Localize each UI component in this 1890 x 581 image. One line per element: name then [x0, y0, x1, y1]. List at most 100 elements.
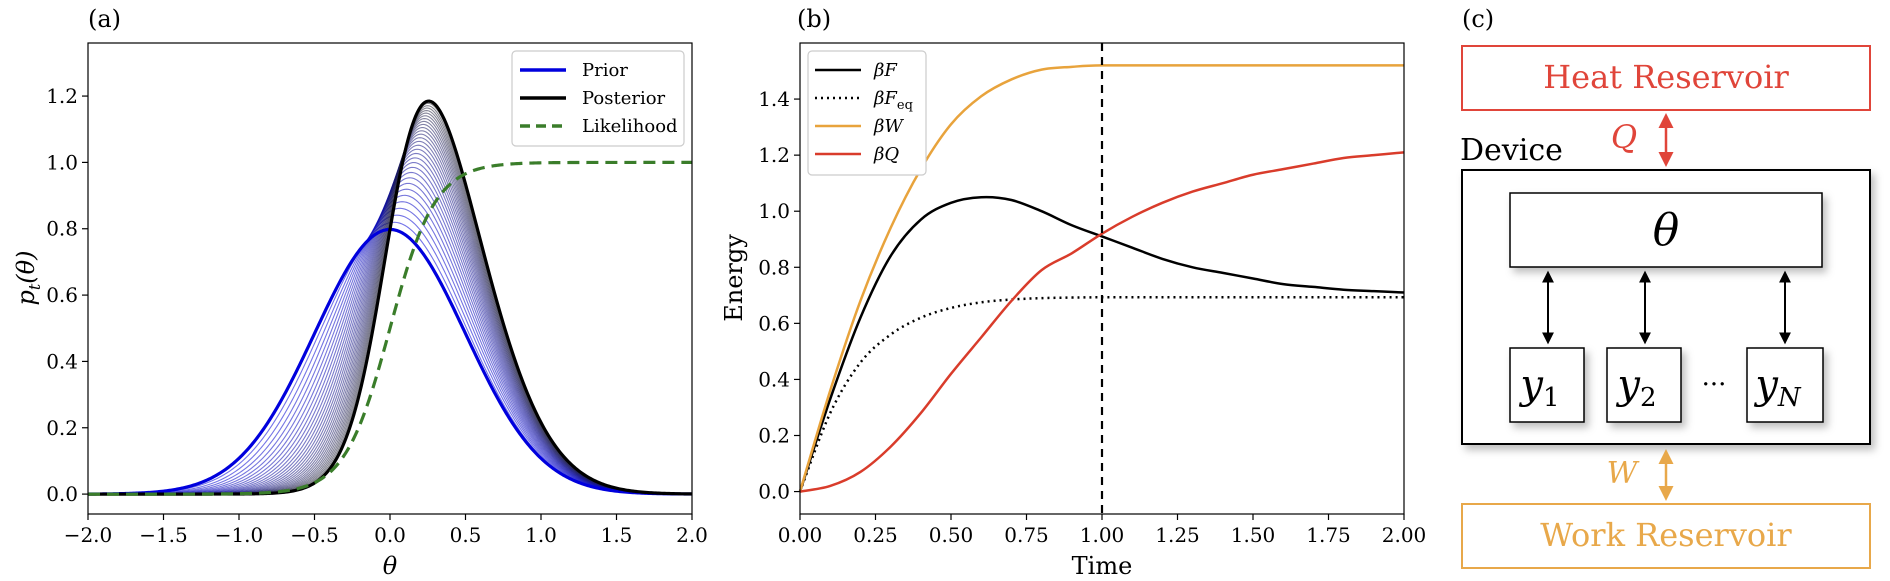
panel-b-curves: [798, 43, 1405, 514]
panel-b-xtick-label: 0.75: [1004, 523, 1049, 547]
panel-a-ytick-label: 0.8: [46, 217, 78, 241]
panel-b-legend: βF βFeq βW βQ: [807, 50, 927, 176]
intermediate-posterior-curve: [88, 133, 693, 495]
likelihood-curve: [88, 160, 692, 496]
heat-reservoir-box: [1461, 45, 1871, 111]
intermediate-posterior-curve: [88, 201, 693, 495]
panel-a-y-label-sub: t: [25, 283, 44, 290]
panel-b-xtick-label: 0.50: [929, 523, 974, 547]
legend-bFeq-main: βF: [873, 88, 898, 109]
theta-box: [1509, 192, 1823, 268]
y2-sub: 2: [1640, 383, 1657, 413]
panel-a-y-label-main: p: [12, 290, 40, 305]
panel-b-ytick-label: 0.8: [758, 255, 790, 279]
panel-a-legend: Prior Posterior Likelihood: [511, 50, 685, 147]
panel-b-xtick-label: 1.25: [1155, 523, 1200, 547]
intermediate-posterior-curve: [88, 109, 693, 495]
y1-main: y: [1518, 362, 1544, 408]
panel-b-xtick-label: 1.75: [1306, 523, 1351, 547]
panel-a-xtick-label: 1.0: [525, 523, 557, 547]
panel-a-posterior-chart: (a) −2.0 −1.5 −1.0 −0.5 0.0 0.5 1.0 1.5 2.0 0.00…: [12, 5, 708, 580]
intermediate-posterior-curve: [87, 214, 693, 495]
intermediate-posterior-curve: [88, 112, 693, 495]
intermediate-posterior-curve: [88, 102, 693, 495]
bQ-curve: [799, 151, 1405, 493]
legend-posterior-label: Posterior: [582, 88, 666, 109]
y2-box: [1606, 347, 1682, 423]
panel-b-ytick-label: 0.0: [758, 480, 790, 504]
intermediate-posterior-curve: [88, 140, 693, 495]
intermediate-posterior-curve: [88, 123, 693, 495]
y2-main: y: [1615, 362, 1641, 408]
work-reservoir-box: [1461, 503, 1871, 569]
y1-box: [1509, 347, 1585, 423]
y1-label: y1: [1518, 362, 1559, 413]
panel-b-ytick-label: 1.4: [758, 87, 790, 111]
panel-a-xtick-label: −1.5: [139, 523, 188, 547]
work-reservoir-label: Work Reservoir: [1540, 516, 1792, 554]
panel-c-diagram: (c) Heat Reservoir Q Device θ y1 y2 ··· …: [1460, 5, 1871, 569]
legend-bFeq-label: βFeq: [873, 88, 913, 113]
posterior-curve: [88, 99, 693, 496]
panel-a-xtick-label: 0.0: [374, 523, 406, 547]
panel-b-x-axis-label: Time: [1072, 552, 1133, 580]
panel-a-label: (a): [88, 5, 121, 33]
panel-a-x-axis-label: θ: [383, 552, 398, 580]
intermediate-posterior-curve: [88, 130, 693, 495]
y2-label: y2: [1615, 362, 1656, 413]
panel-a-y-axis-label: pt(θ): [12, 251, 44, 306]
intermediate-posterior-curve: [88, 207, 693, 495]
legend-likelihood-label: Likelihood: [582, 116, 678, 137]
heat-reservoir-label: Heat Reservoir: [1543, 58, 1789, 96]
panel-a-legend-box: [511, 50, 685, 147]
work-W-label: W: [1607, 456, 1640, 491]
legend-prior-label: Prior: [582, 60, 628, 81]
panel-b-xtick-label: 1.50: [1231, 523, 1276, 547]
yN-sub: N: [1777, 383, 1802, 413]
intermediate-posterior-curve: [88, 107, 693, 495]
panel-a-xtick-label: −2.0: [64, 523, 113, 547]
intermediate-posterior-curve: [88, 120, 693, 495]
heat-Q-label: Q: [1611, 118, 1637, 156]
panel-b-ytick-label: 0.2: [758, 424, 790, 448]
panel-b-xtick-label: 2.00: [1382, 523, 1427, 547]
legend-bF-label: βF: [873, 60, 898, 81]
panel-a-ytick-label: 0.2: [46, 416, 78, 440]
panel-b-label: (b): [797, 5, 831, 33]
intermediate-posterior-curve: [88, 117, 693, 495]
intermediate-posterior-curve: [88, 105, 693, 495]
bW-curve: [798, 64, 1404, 492]
panel-b-xtick-label: 0.00: [778, 523, 823, 547]
panel-a-y-label-rest: (θ): [12, 251, 40, 284]
yN-main: y: [1753, 362, 1779, 408]
theta-label: θ: [1653, 205, 1680, 256]
panel-a-y-axis-ticks: 0.0 0.2 0.4 0.6 0.8 1.0 1.2: [46, 84, 88, 506]
intermediate-posterior-curve: [88, 115, 693, 495]
panel-a-xtick-label: −0.5: [290, 523, 339, 547]
panel-b-ytick-label: 0.4: [758, 367, 790, 391]
legend-bW-label: βW: [873, 116, 904, 137]
panel-a-curves: [87, 99, 693, 496]
panel-a-ytick-label: 1.2: [46, 84, 78, 108]
panel-b-ytick-label: 0.6: [758, 311, 790, 335]
yN-box: [1746, 347, 1824, 423]
panel-c-label: (c): [1462, 5, 1494, 33]
panel-b-xtick-label: 0.25: [853, 523, 898, 547]
panel-b-xtick-label: 1.00: [1080, 523, 1125, 547]
panel-b-energy-chart: (b) 0.00 0.25 0.50 0.75 1.00 1.25 1.50 1.75 2.00…: [720, 5, 1426, 580]
panel-a-x-axis-ticks: −2.0 −1.5 −1.0 −0.5 0.0 0.5 1.0 1.5 2.0: [64, 514, 708, 547]
panel-b-ytick-label: 1.0: [758, 199, 790, 223]
panel-b-legend-box: [807, 50, 927, 176]
panel-a-ytick-label: 0.6: [46, 283, 78, 307]
panel-b-y-axis-ticks: 0.0 0.2 0.4 0.6 0.8 1.0 1.2 1.4: [758, 87, 800, 504]
panel-a-ytick-label: 1.0: [46, 150, 78, 174]
prior-curve: [87, 227, 693, 496]
yN-label: yN: [1753, 362, 1802, 413]
panel-a-ytick-label: 0.0: [46, 482, 78, 506]
bFeq-curve: [798, 296, 1404, 493]
panel-b-ytick-label: 1.2: [758, 143, 790, 167]
ellipsis: ···: [1702, 370, 1727, 400]
panel-b-y-axis-label: Energy: [720, 234, 748, 322]
panel-a-xtick-label: 1.5: [601, 523, 633, 547]
